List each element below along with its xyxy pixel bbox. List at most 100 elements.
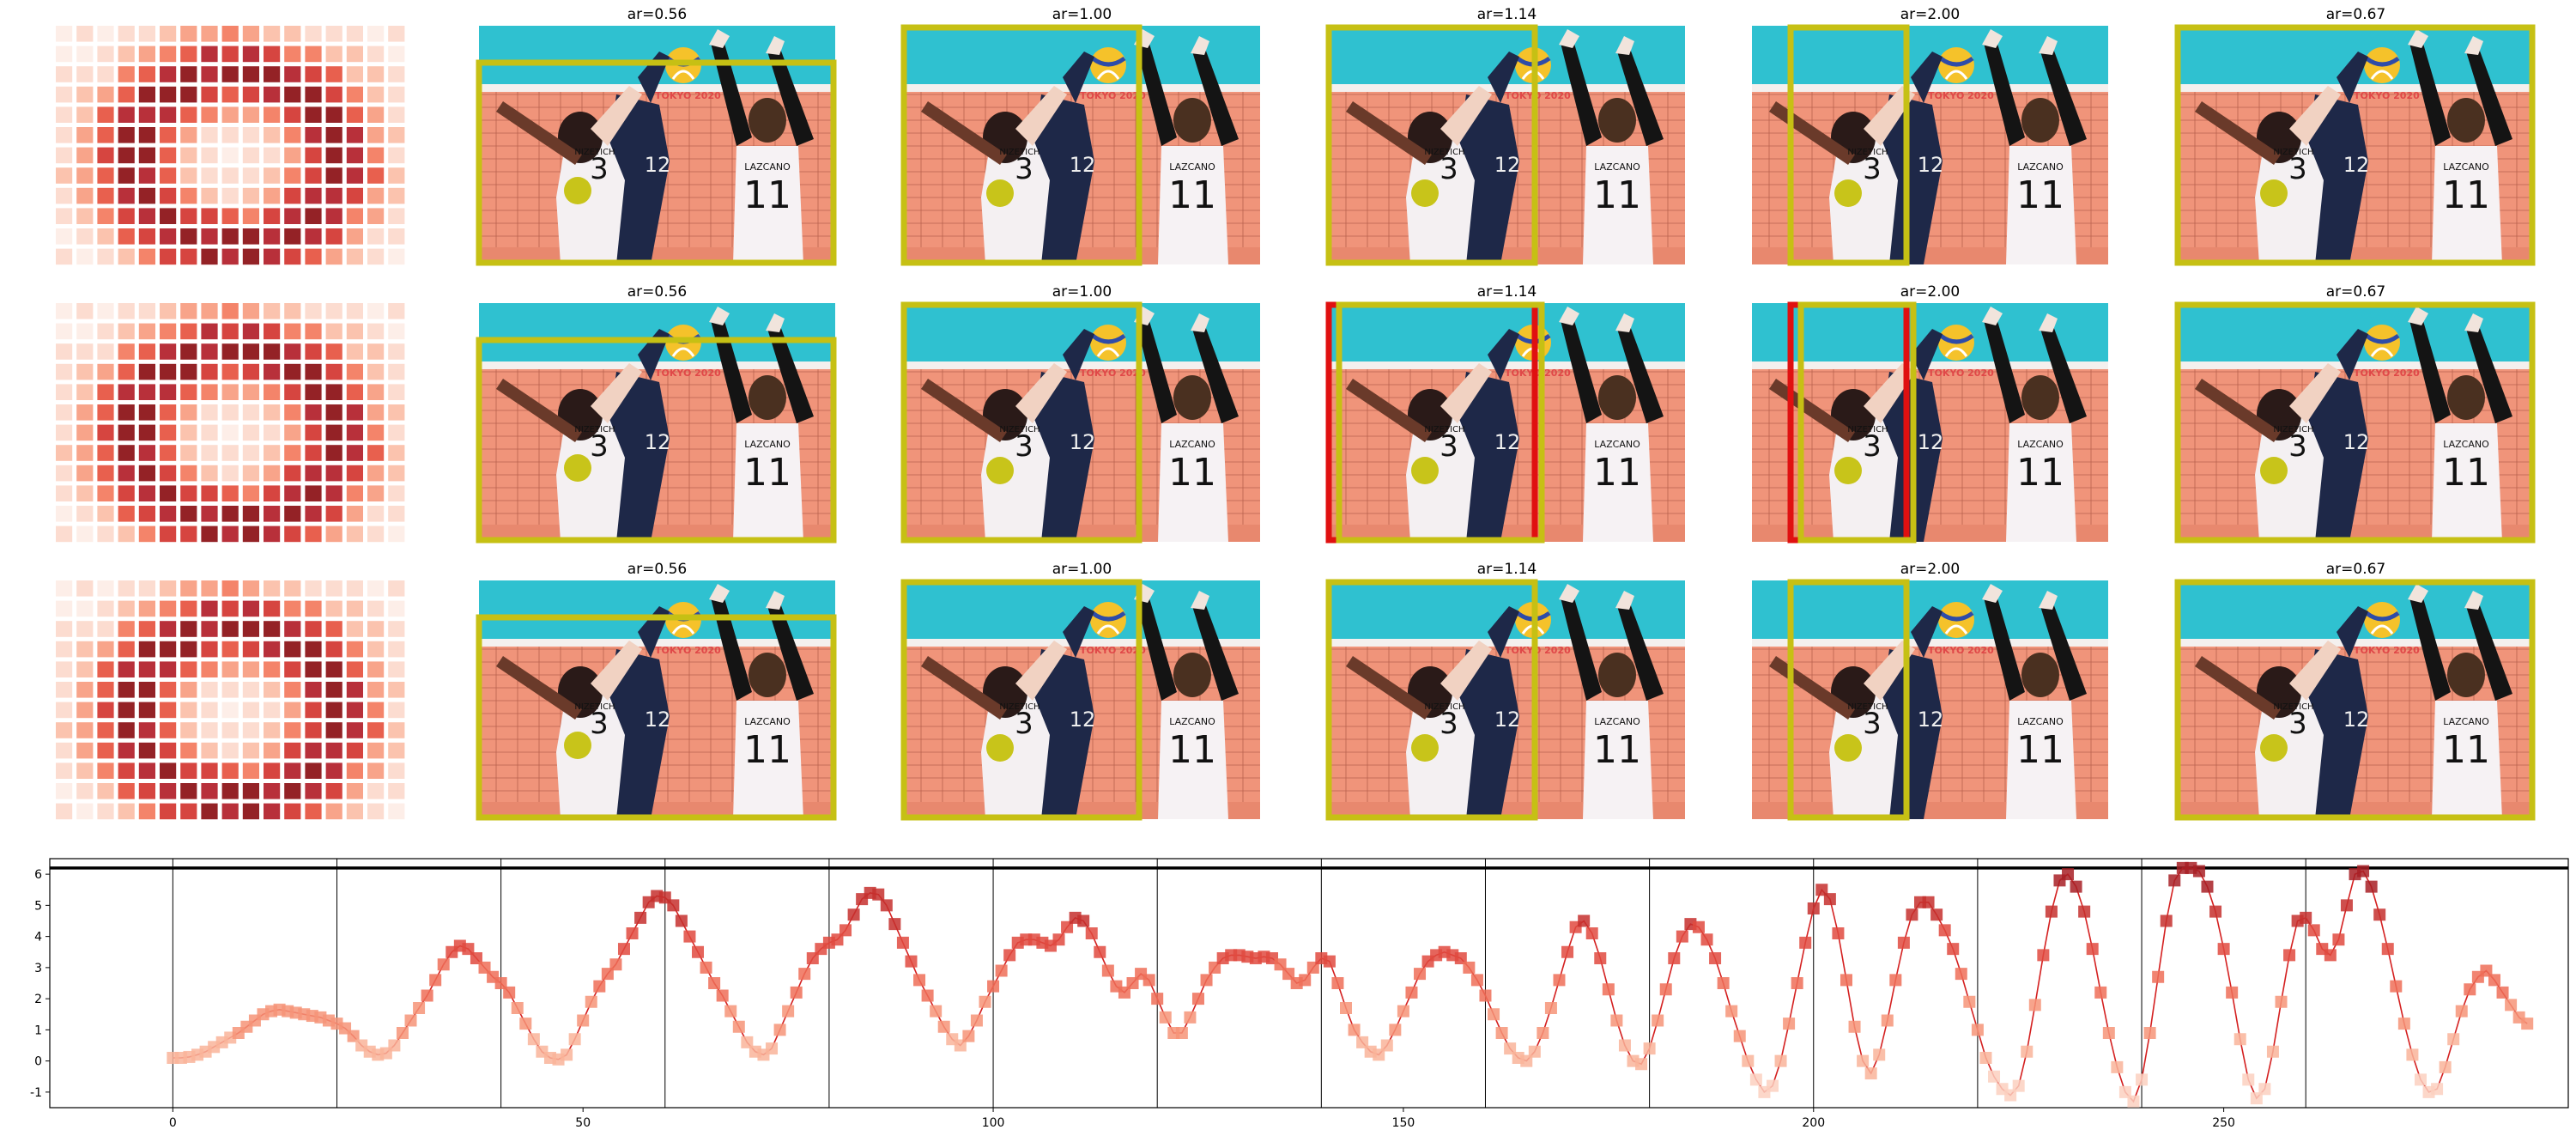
volleyball-photo [904, 26, 1260, 264]
heatmap-cell [221, 404, 239, 421]
saliency-heatmap [56, 303, 405, 543]
data-point [1971, 1024, 1984, 1036]
heatmap-cell [346, 86, 363, 103]
heatmap-cell [284, 485, 301, 501]
heatmap-cell [346, 682, 363, 698]
heatmap-cell [346, 783, 363, 799]
jersey-name-left: NIZETICH [1847, 148, 1888, 157]
heatmap-cell [388, 600, 405, 617]
data-point [1528, 1045, 1541, 1058]
heatmap-cell [367, 228, 385, 245]
banner-label: TOKYO 2020 [1080, 90, 1146, 101]
heatmap-cell [180, 803, 197, 820]
jersey-number-left: 3 [590, 429, 609, 464]
heatmap-cell [56, 363, 73, 380]
heatmap-cell [160, 303, 177, 319]
heatmap-cell [76, 661, 94, 677]
saliency-center-dot [2260, 457, 2288, 484]
heatmap-cell [367, 167, 385, 184]
heatmap-cell [160, 404, 177, 421]
heatmap-cell [160, 323, 177, 340]
heatmap-cell [180, 303, 197, 319]
heatmap-cell [325, 404, 342, 421]
heatmap-cell [367, 621, 385, 637]
heatmap-cell [388, 86, 405, 103]
heatmap-cell [201, 46, 218, 63]
jersey-name-right: LAZCANO [1594, 716, 1640, 727]
heatmap-cell [76, 127, 94, 143]
banner-label: TOKYO 2020 [655, 645, 721, 656]
heatmap-cell [284, 187, 301, 204]
data-point [1175, 1027, 1188, 1039]
heatmap-cell [97, 506, 114, 522]
heatmap-cell [388, 384, 405, 400]
heatmap-cell [346, 303, 363, 319]
heatmap-cell [325, 783, 342, 799]
data-point [1373, 1048, 1385, 1061]
heatmap-cell [201, 303, 218, 319]
heatmap-cell [56, 621, 73, 637]
data-point [494, 977, 507, 989]
heatmap-cell [160, 600, 177, 617]
heatmap-cell [160, 762, 177, 779]
heatmap-cell [180, 445, 197, 461]
data-point [2136, 1073, 2149, 1086]
heatmap-cell [201, 106, 218, 123]
heatmap-cell [388, 147, 405, 164]
heatmap-cell [56, 404, 73, 421]
saliency-trace-chart: -1 0 1 2 3 4 5 6 0 50 100 150 200 250 [30, 858, 2569, 1130]
heatmap-cell [160, 702, 177, 719]
heatmap-cell [56, 661, 73, 677]
data-point [1676, 930, 1688, 943]
data-point [1052, 933, 1065, 946]
heatmap-cell [221, 485, 239, 501]
data-point [1947, 943, 1960, 956]
heatmap-cell [138, 722, 155, 738]
heatmap-cell [180, 187, 197, 204]
data-point [1389, 1024, 1402, 1036]
heatmap-cell [201, 363, 218, 380]
heatmap-cell [201, 762, 218, 779]
saliency-center-dot [1834, 179, 1862, 207]
heatmap-cell [284, 86, 301, 103]
heatmap-cell [388, 363, 405, 380]
heatmap-cell [201, 26, 218, 42]
jersey-name-right: LAZCANO [2443, 439, 2489, 450]
heatmap-cell [97, 303, 114, 319]
heatmap-cell [97, 343, 114, 360]
heatmap-cell [367, 343, 385, 360]
heatmap-cell [76, 600, 94, 617]
heatmap-cell [138, 661, 155, 677]
jersey-number-left: 3 [590, 152, 609, 186]
heatmap-cell [367, 106, 385, 123]
data-point [766, 1042, 779, 1055]
saliency-center-dot [1834, 457, 1862, 484]
heatmap-cell [264, 384, 281, 400]
heatmap-cell [76, 445, 94, 461]
saliency-center-dot [2260, 734, 2288, 762]
data-point [396, 1027, 409, 1039]
data-point [692, 945, 705, 958]
data-point [2373, 908, 2386, 921]
heatmap-cell [160, 147, 177, 164]
heatmap-cell [346, 661, 363, 677]
heatmap-cell [201, 248, 218, 265]
heatmap-cell [346, 323, 363, 340]
panel-title: ar=1.14 [1477, 283, 1537, 301]
heatmap-cell [118, 228, 135, 245]
heatmap-cell [180, 485, 197, 501]
heatmap-cell [97, 363, 114, 380]
heatmap-cell [264, 323, 281, 340]
heatmap-cell [388, 621, 405, 637]
heatmap-cell [284, 445, 301, 461]
heatmap-cell [138, 525, 155, 543]
data-point [1659, 983, 1672, 996]
jersey-number-right: 11 [1593, 173, 1641, 217]
heatmap-cell [284, 46, 301, 63]
data-point [2037, 949, 2050, 962]
heatmap-cell [56, 323, 73, 340]
data-point [847, 908, 860, 921]
heatmap-cell [138, 167, 155, 184]
heatmap-cell [138, 506, 155, 522]
heatmap-cell [305, 26, 322, 42]
